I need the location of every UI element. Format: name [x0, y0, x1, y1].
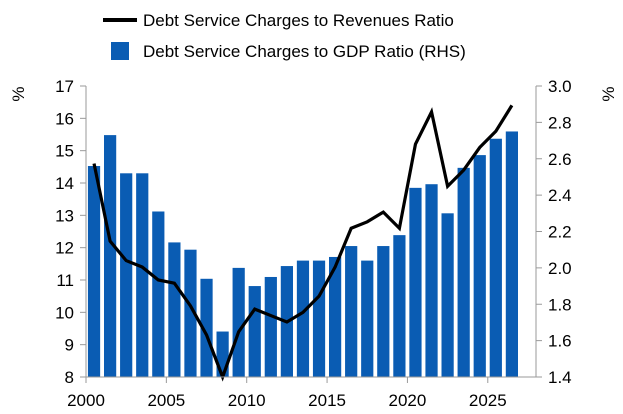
left-tick-label: 14	[55, 174, 74, 193]
bar-16	[345, 246, 358, 377]
bar-2	[120, 173, 133, 377]
bar-6	[184, 249, 197, 377]
left-tick-label: 13	[55, 206, 74, 225]
bar-11	[264, 276, 277, 377]
left-tick-label: 8	[65, 368, 74, 387]
left-tick-label: 11	[56, 271, 74, 290]
x-tick-label: 2005	[147, 391, 185, 410]
legend-bar-swatch	[111, 42, 129, 60]
left-tick-label: 10	[55, 303, 74, 322]
bar-23	[457, 167, 470, 377]
bar-14	[312, 260, 326, 377]
right-tick-label: 2.8	[548, 113, 572, 132]
bar-7	[200, 278, 213, 377]
right-tick-label: 1.6	[548, 332, 572, 351]
bar-13	[296, 260, 310, 377]
x-tick-label: 2025	[469, 391, 507, 410]
bar-4	[152, 211, 165, 377]
legend-label-gdp-ratio: Debt Service Charges to GDP Ratio (RHS)	[143, 42, 466, 61]
right-axis-unit: %	[599, 86, 618, 101]
left-tick-label: 16	[55, 109, 74, 128]
bar-24	[473, 155, 486, 377]
line-series	[92, 104, 514, 382]
right-tick-label: 3.0	[548, 77, 572, 96]
bar-19	[393, 235, 406, 377]
right-tick-label: 2.4	[548, 186, 572, 205]
axes: 8 9 10 11 12 13 14 15 16 17 1.4 1.6 1.8 2.0 2.2 2.4 2.6 2…	[55, 77, 572, 410]
bar-5	[168, 242, 181, 377]
bar-9	[232, 267, 245, 378]
bar-20	[409, 187, 422, 377]
bar-25	[489, 138, 502, 377]
bar-10	[248, 286, 261, 377]
bar-1	[104, 135, 117, 377]
right-tick-label: 2.2	[548, 223, 572, 242]
left-tick-label: 12	[55, 239, 74, 258]
left-tick-label: 17	[55, 77, 74, 96]
right-tick-label: 2.0	[548, 259, 572, 278]
right-tick-label: 2.6	[548, 150, 572, 169]
left-tick-label: 9	[65, 336, 74, 355]
left-tick-label: 15	[55, 142, 74, 161]
left-axis-unit: %	[9, 86, 28, 101]
legend-label-revenues-ratio: Debt Service Charges to Revenues Ratio	[143, 11, 454, 30]
bar-26	[505, 131, 518, 377]
bar-18	[377, 246, 390, 377]
bar-3	[136, 173, 149, 377]
x-tick-label: 2015	[308, 391, 346, 410]
bar-22	[441, 213, 454, 377]
x-tick-label: 2010	[228, 391, 266, 410]
bar-0	[87, 166, 101, 377]
bar-15	[329, 256, 342, 377]
bar-21	[425, 184, 438, 377]
legend: Debt Service Charges to Revenues Ratio D…	[103, 11, 466, 61]
right-tick-label: 1.4	[548, 368, 572, 387]
x-tick-label: 2000	[67, 391, 105, 410]
bar-series	[87, 131, 518, 378]
x-tick-label: 2020	[389, 391, 427, 410]
right-tick-label: 1.8	[548, 295, 572, 314]
bar-17	[361, 260, 374, 377]
revenues-ratio-line	[92, 104, 514, 382]
